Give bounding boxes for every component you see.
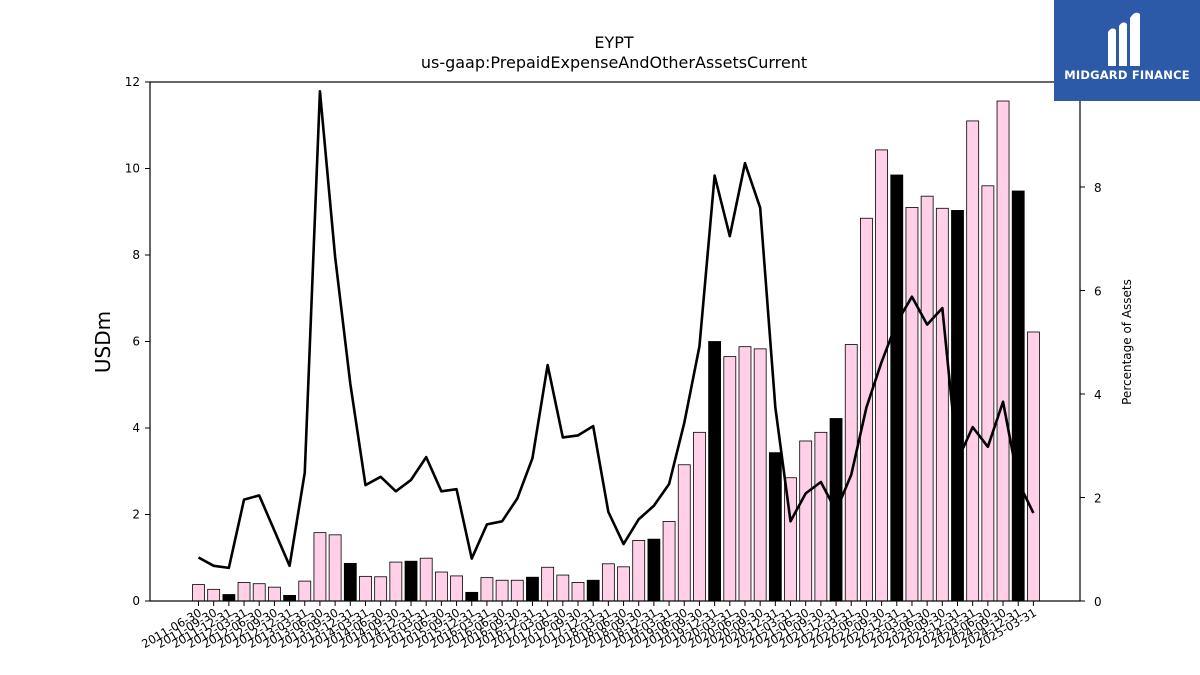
bar — [738, 346, 752, 602]
bar — [662, 521, 676, 602]
bar — [267, 586, 281, 602]
right-tick-label: 2 — [1094, 492, 1102, 506]
brand-logo: MIDGARD FINANCE — [1054, 0, 1200, 101]
y-axis-label-left: USDm — [91, 311, 115, 373]
left-tick-label: 12 — [125, 75, 140, 89]
bar — [1011, 190, 1025, 602]
right-axis-ticks: 0 2 4 6 8 — [1080, 181, 1102, 609]
bar — [601, 563, 615, 602]
bar — [343, 562, 357, 602]
bar — [389, 561, 403, 602]
bar — [207, 588, 221, 602]
bar — [799, 440, 813, 602]
bar — [434, 571, 448, 602]
bar — [313, 532, 327, 602]
bar — [935, 207, 949, 602]
bar — [222, 594, 236, 602]
left-tick-label: 2 — [132, 508, 140, 522]
bar — [510, 579, 524, 602]
bar — [526, 576, 539, 602]
bar — [966, 120, 980, 602]
right-tick-label: 4 — [1094, 388, 1102, 402]
chart-subtitle: us-gaap:PrepaidExpenseAndOtherAssetsCurr… — [421, 53, 807, 72]
bar — [647, 538, 661, 602]
left-tick-label: 6 — [132, 335, 140, 349]
bar — [723, 356, 737, 602]
bar — [571, 582, 585, 602]
bar — [374, 576, 388, 602]
right-tick-label: 8 — [1094, 181, 1102, 195]
bar — [237, 582, 251, 602]
y-axis-label-right: Percentage of Assets — [1120, 279, 1134, 405]
bar — [693, 431, 706, 602]
right-tick-label: 0 — [1094, 595, 1102, 609]
bar — [480, 577, 494, 602]
right-tick-label: 6 — [1094, 285, 1102, 299]
bar — [996, 100, 1010, 602]
bar — [632, 540, 646, 602]
bar — [450, 575, 463, 602]
left-tick-label: 0 — [132, 594, 140, 608]
bar-series — [192, 100, 1040, 602]
bar — [753, 348, 767, 602]
bar — [404, 560, 418, 602]
bar — [541, 566, 555, 602]
bar — [465, 591, 479, 602]
bar — [677, 464, 691, 602]
left-axis-ticks: 0 2 4 6 8 10 12 — [125, 75, 150, 608]
left-tick-label: 8 — [132, 248, 140, 262]
bar — [920, 195, 934, 602]
bar — [586, 579, 600, 602]
bar — [768, 452, 782, 602]
logo-text: MIDGARD FINANCE — [1064, 68, 1190, 82]
bar — [981, 185, 995, 602]
chart-title: EYPT — [594, 33, 634, 52]
bar — [905, 207, 919, 602]
bar — [419, 557, 433, 602]
bar — [283, 594, 296, 602]
bar — [298, 580, 312, 602]
bar — [708, 341, 722, 602]
bar — [192, 584, 205, 602]
x-axis-ticks: 2011-06-302011-09-302011-12-312012-03-31… — [139, 601, 1039, 651]
bar — [556, 574, 570, 602]
bar — [252, 583, 266, 602]
bar — [359, 575, 372, 602]
line-series — [197, 89, 1035, 570]
bar — [495, 579, 509, 602]
bar — [617, 566, 630, 602]
bar — [328, 534, 342, 602]
midgard-logo-icon — [1108, 12, 1140, 67]
bar — [1027, 331, 1040, 602]
bar — [814, 431, 828, 602]
bar — [890, 174, 904, 602]
left-tick-label: 4 — [132, 421, 140, 435]
left-tick-label: 10 — [125, 162, 140, 176]
percentage-line — [197, 89, 1035, 570]
